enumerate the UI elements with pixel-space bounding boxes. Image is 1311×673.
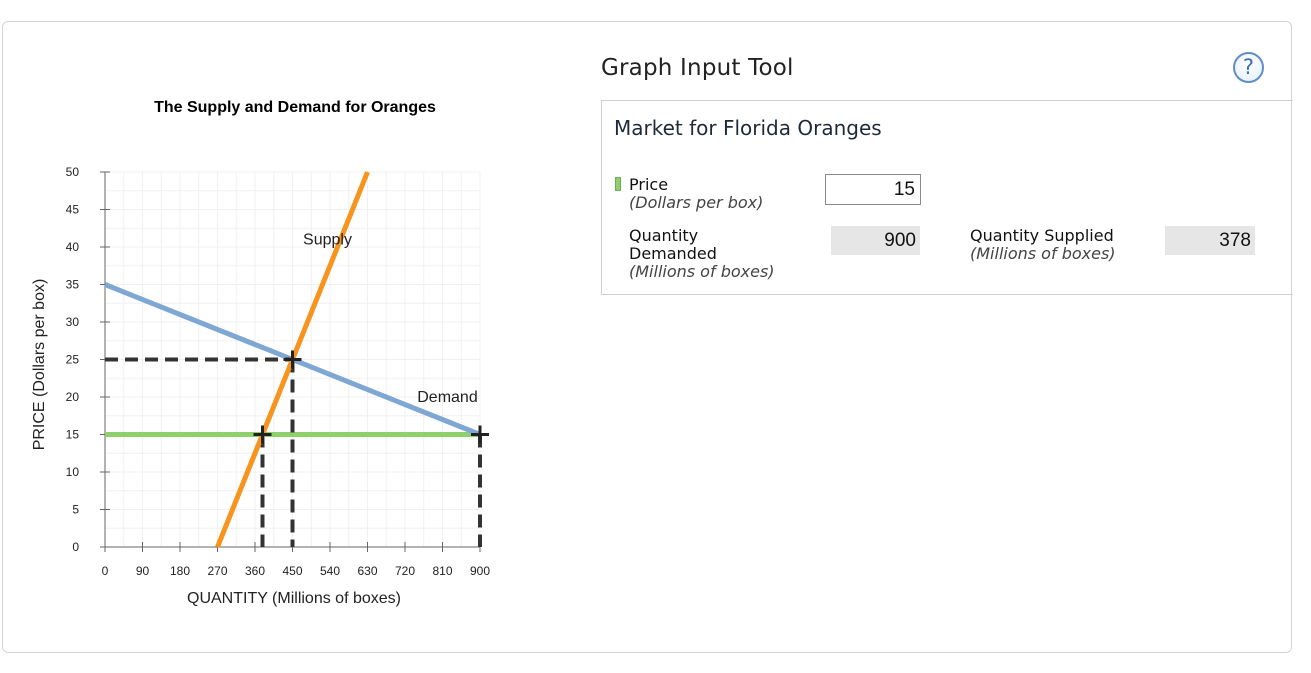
x-tick-label: 720 <box>395 564 415 578</box>
y-tick-label: 0 <box>72 540 79 554</box>
quantity-demanded-value: 900 <box>831 226 920 255</box>
x-tick-label: 450 <box>282 564 302 578</box>
y-tick-label: 5 <box>72 503 79 517</box>
price-input[interactable] <box>825 174 921 205</box>
x-axis-title: QUANTITY (Millions of boxes) <box>187 590 401 607</box>
x-tick-label: 180 <box>170 564 190 578</box>
price-label: Price <box>629 175 669 194</box>
cross-marker <box>471 425 489 444</box>
x-tick-label: 540 <box>320 564 340 578</box>
x-tick-label: 360 <box>245 564 265 578</box>
x-tick-label: 90 <box>136 564 150 578</box>
y-axis-title: PRICE (Dollars per box) <box>31 279 48 451</box>
quantity-supplied-unit: (Millions of boxes) <box>970 244 1116 263</box>
x-tick-label: 630 <box>357 564 377 578</box>
x-tick-label: 0 <box>102 564 109 578</box>
x-tick-label: 270 <box>207 564 227 578</box>
price-legend-swatch <box>615 177 621 191</box>
input-panel <box>601 100 1293 295</box>
x-tick-label: 900 <box>470 564 490 578</box>
y-tick-label: 40 <box>66 240 80 254</box>
help-icon[interactable]: ? <box>1233 52 1264 83</box>
curve-label-demand: Demand <box>417 389 477 406</box>
price-unit: (Dollars per box) <box>629 193 764 212</box>
quantity-demanded-unit: (Millions of boxes) <box>629 262 775 281</box>
curve-label-supply: Supply <box>303 232 352 249</box>
quantity-demanded-label-line1: Quantity <box>629 226 699 245</box>
x-tick-label: 810 <box>432 564 452 578</box>
chart-title: The Supply and Demand for Oranges <box>154 99 436 116</box>
cross-marker <box>253 425 272 444</box>
y-tick-label: 35 <box>66 278 80 292</box>
quantity-supplied-label: Quantity Supplied <box>970 226 1114 245</box>
quantity-demanded-label-line2: Demanded <box>629 244 717 263</box>
graph-input-tool-title: Graph Input Tool <box>601 55 794 81</box>
y-tick-label: 15 <box>66 428 80 442</box>
cross-marker <box>283 350 302 369</box>
y-tick-label: 50 <box>66 165 80 179</box>
y-tick-label: 30 <box>66 315 80 329</box>
panel-title: Market for Florida Oranges <box>614 116 882 140</box>
quantity-supplied-value: 378 <box>1165 226 1255 255</box>
y-tick-label: 45 <box>66 203 80 217</box>
y-tick-label: 20 <box>66 390 80 404</box>
y-tick-label: 25 <box>66 353 80 367</box>
y-tick-label: 10 <box>66 465 80 479</box>
